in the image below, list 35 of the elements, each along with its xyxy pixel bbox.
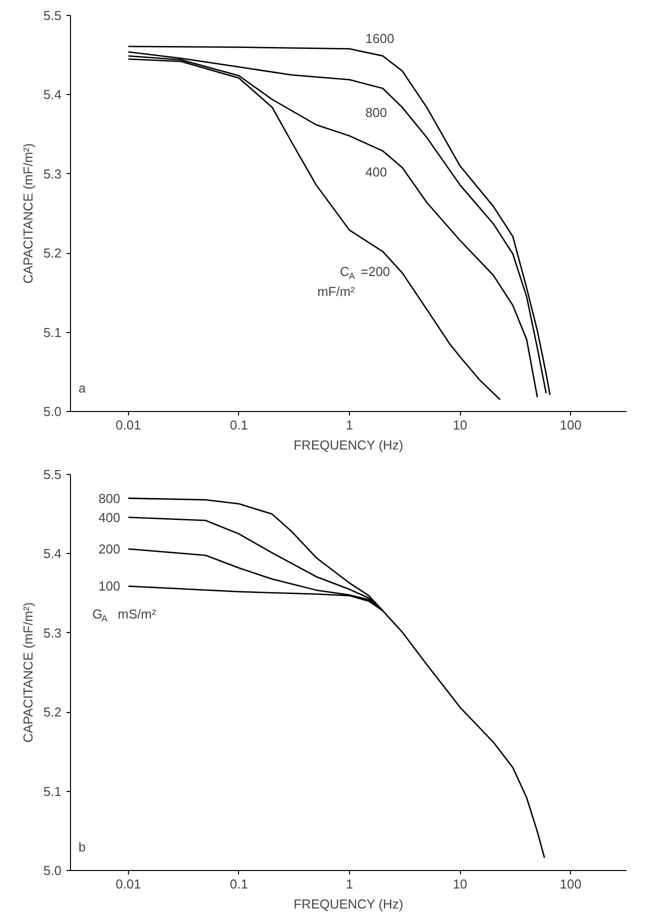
x-tick-label: 0.1 — [230, 418, 248, 432]
y-tick-label: 5.5 — [43, 467, 62, 482]
x-axis-title: FREQUENCY (Hz) — [294, 438, 404, 452]
x-axis-title: FREQUENCY (Hz) — [294, 896, 404, 912]
y-tick-label: 5.4 — [43, 87, 62, 102]
y-tick-label: 5.0 — [43, 404, 62, 419]
series-label: 100 — [98, 578, 120, 594]
y-axis-title: CAPACITANCE (mF/m²) — [20, 602, 36, 743]
series-label: 1600 — [365, 31, 394, 46]
y-tick-label: 5.0 — [43, 863, 62, 878]
x-tick-label: 1 — [346, 876, 354, 892]
x-tick-label: 0.01 — [116, 418, 141, 432]
x-tick-label: 100 — [560, 418, 582, 432]
y-tick-label: 5.4 — [43, 546, 62, 562]
x-tick-label: 10 — [452, 876, 468, 892]
x-tick-label: 10 — [452, 418, 468, 432]
annotation: b — [78, 840, 86, 854]
y-axis-title: CAPACITANCE (mF/m²) — [20, 143, 36, 284]
series-label: 400 — [365, 164, 388, 180]
x-tick-label: 1 — [346, 418, 354, 432]
y-tick-label: 5.1 — [43, 324, 62, 340]
y-tick-label: 5.3 — [43, 625, 62, 640]
y-tick-label: 5.2 — [43, 704, 62, 720]
series-label: 800 — [365, 104, 388, 120]
y-tick-label: 5.3 — [43, 166, 62, 182]
series-label: 200 — [98, 541, 120, 556]
y-tick-label: 5.1 — [43, 784, 62, 799]
y-tick-label: 5.2 — [43, 246, 62, 261]
y-tick-label: 5.5 — [43, 8, 62, 23]
series-label: 800 — [98, 490, 120, 506]
annotation: a — [78, 380, 86, 396]
x-tick-label: 0.01 — [116, 876, 141, 892]
x-tick-label: 100 — [560, 876, 582, 892]
x-tick-label: 0.1 — [230, 876, 248, 892]
series-label: 400 — [98, 510, 120, 525]
